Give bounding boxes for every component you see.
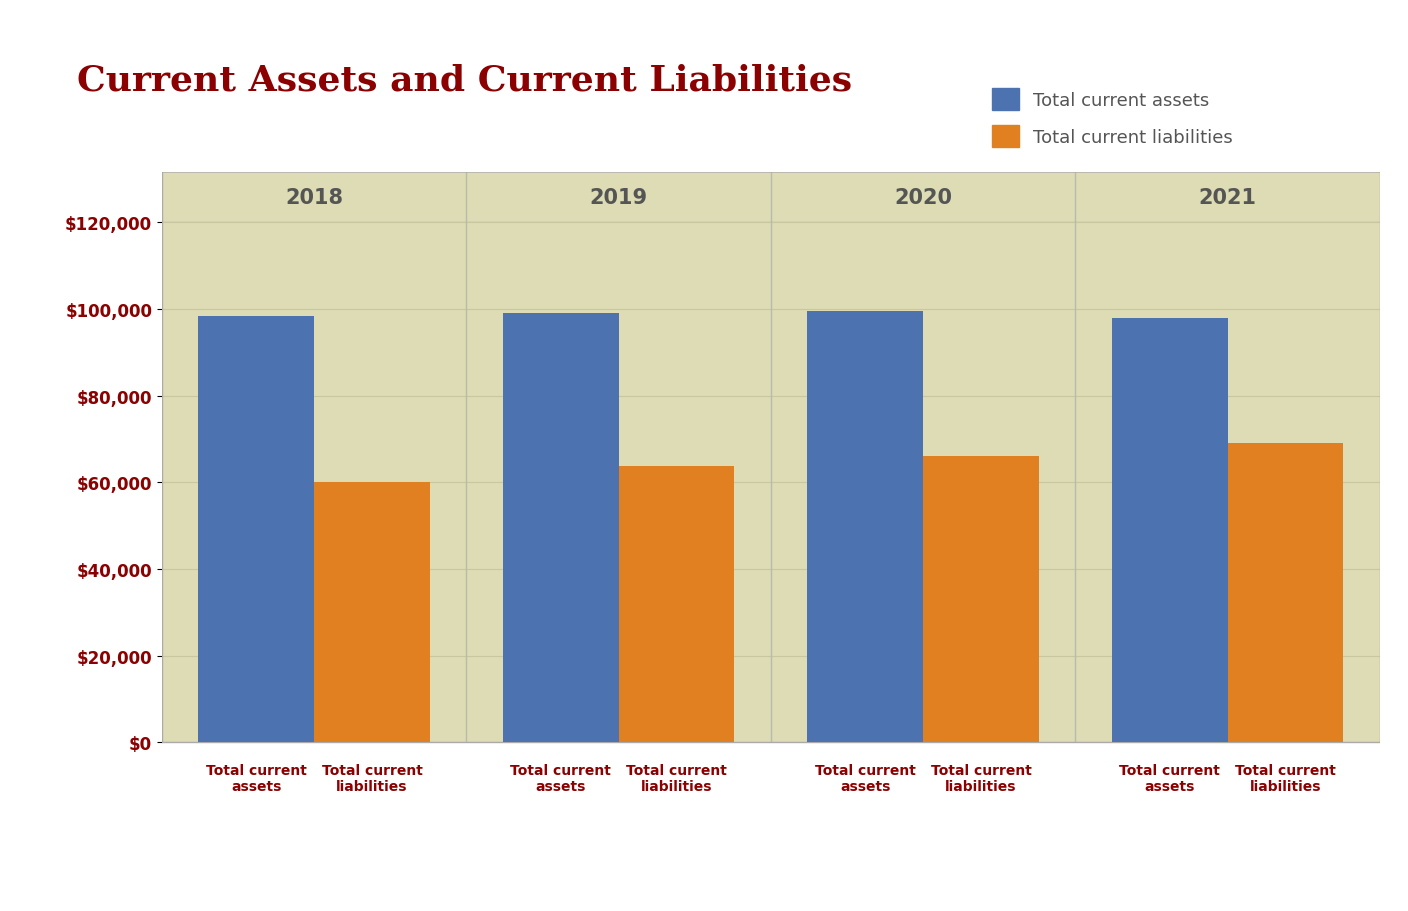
Text: Total current
liabilities: Total current liabilities [931, 763, 1032, 793]
Bar [199, 316, 314, 742]
Text: 2020: 2020 [894, 189, 952, 208]
Text: 2018: 2018 [286, 189, 344, 208]
Bar [1228, 444, 1343, 742]
Text: Total current
liabilities: Total current liabilities [1235, 763, 1336, 793]
Text: Total current
assets: Total current assets [815, 763, 915, 793]
Bar [503, 313, 618, 742]
Text: Total current
liabilities: Total current liabilities [627, 763, 727, 793]
Bar [314, 483, 429, 742]
Text: Total current
assets: Total current assets [510, 763, 611, 793]
Legend: Total current assets, Total current liabilities: Total current assets, Total current liab… [991, 89, 1233, 148]
Text: 2021: 2021 [1198, 189, 1256, 208]
Bar [807, 312, 924, 742]
Text: 2019: 2019 [590, 189, 648, 208]
Text: Total current
liabilities: Total current liabilities [321, 763, 422, 793]
Bar [1112, 318, 1228, 742]
Text: Total current
assets: Total current assets [206, 763, 307, 793]
Bar [618, 466, 735, 742]
Text: Total current
assets: Total current assets [1119, 763, 1221, 793]
Text: Current Assets and Current Liabilities: Current Assets and Current Liabilities [77, 64, 853, 97]
Bar [924, 456, 1039, 742]
